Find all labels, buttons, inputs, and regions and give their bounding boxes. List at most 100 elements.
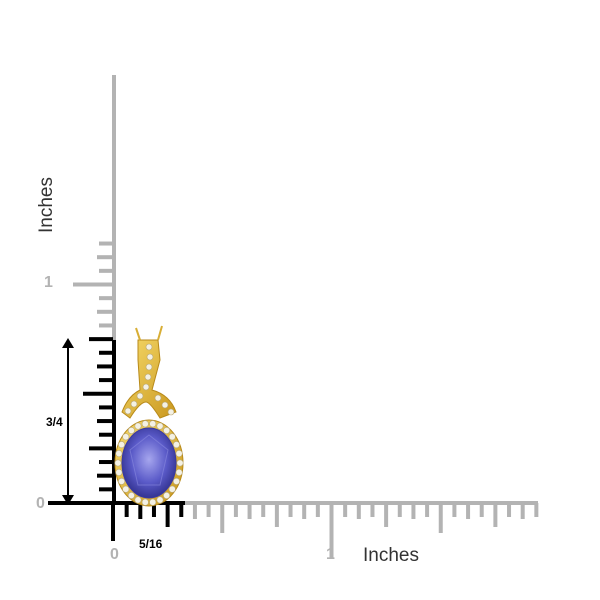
horizontal-tick xyxy=(302,503,307,519)
vertical-tick xyxy=(99,378,113,383)
horizontal-tick xyxy=(425,503,430,517)
diamond xyxy=(142,383,150,391)
diamond xyxy=(115,468,123,476)
vertical-tick xyxy=(97,419,113,424)
diamond xyxy=(115,450,123,458)
horizontal-label-1: 1 xyxy=(326,546,335,563)
vertical-tick xyxy=(73,282,113,287)
horizontal-tick xyxy=(397,503,402,517)
diamond xyxy=(122,485,130,493)
vertical-tick xyxy=(89,337,113,342)
vertical-tick xyxy=(99,460,113,465)
vertical-tick xyxy=(99,432,113,437)
diamond xyxy=(167,408,175,416)
horizontal-tick xyxy=(274,503,279,527)
vertical-tick xyxy=(83,391,113,396)
horizontal-ruler-spine xyxy=(113,501,538,505)
horizontal-tick xyxy=(124,503,129,517)
horizontal-unit-label: Inches xyxy=(363,545,419,566)
diamond xyxy=(141,420,149,428)
diamond xyxy=(156,496,164,504)
horizontal-tick xyxy=(384,503,389,527)
horizontal-tick xyxy=(452,503,457,517)
horizontal-tick xyxy=(438,503,443,533)
diamond xyxy=(118,441,126,449)
diamond xyxy=(134,422,142,430)
vertical-tick xyxy=(99,323,113,328)
vertical-measure-spine xyxy=(112,340,116,503)
diamond xyxy=(176,459,184,467)
horizontal-tick xyxy=(479,503,484,517)
diamond xyxy=(175,468,183,476)
vertical-tick xyxy=(99,405,113,410)
diamond xyxy=(161,401,169,409)
vertical-tick xyxy=(97,255,113,260)
vertical-tick xyxy=(89,446,113,451)
horizontal-tick xyxy=(493,503,498,527)
horizontal-tick xyxy=(329,503,334,558)
horizontal-tick xyxy=(233,503,238,517)
horizontal-tick xyxy=(356,503,361,519)
height-measurement: 3/4 xyxy=(46,415,63,429)
horizontal-tick xyxy=(507,503,512,517)
diamond xyxy=(156,422,164,430)
diamond xyxy=(124,407,132,415)
diamond xyxy=(134,496,142,504)
vertical-tick xyxy=(99,296,113,301)
horizontal-tick xyxy=(206,503,211,517)
baseline-extension xyxy=(48,501,113,505)
vertical-tick xyxy=(97,364,113,369)
diamond xyxy=(118,477,126,485)
diamond xyxy=(172,441,180,449)
horizontal-tick xyxy=(165,503,170,527)
vertical-tick xyxy=(99,350,113,355)
horizontal-tick xyxy=(220,503,225,533)
diamond xyxy=(114,459,122,467)
diamond xyxy=(172,477,180,485)
diamond xyxy=(145,343,153,351)
vertical-tick xyxy=(97,473,113,478)
diamond xyxy=(154,394,162,402)
diamond xyxy=(141,498,149,506)
diamond xyxy=(127,492,135,500)
diamond xyxy=(127,426,135,434)
vertical-tick xyxy=(99,241,113,246)
width-measurement: 5/16 xyxy=(139,537,163,551)
diamond xyxy=(163,426,171,434)
diamond xyxy=(144,373,152,381)
horizontal-tick xyxy=(315,503,320,517)
diamond xyxy=(175,450,183,458)
diamond xyxy=(149,498,157,506)
horizontal-tick xyxy=(466,503,471,519)
horizontal-tick xyxy=(179,503,184,517)
horizontal-tick xyxy=(411,503,416,519)
diamond xyxy=(163,492,171,500)
horizontal-tick xyxy=(151,503,156,517)
horizontal-tick xyxy=(247,503,252,519)
vertical-label-0: 0 xyxy=(36,495,45,512)
horizontal-tick xyxy=(111,503,115,541)
horizontal-tick xyxy=(261,503,266,517)
horizontal-tick xyxy=(520,503,525,519)
horizontal-tick xyxy=(534,503,539,517)
horizontal-tick xyxy=(192,503,197,519)
vertical-ruler-spine xyxy=(112,75,116,503)
horizontal-tick xyxy=(370,503,375,517)
diamond xyxy=(168,433,176,441)
vertical-tick xyxy=(99,268,113,273)
horizontal-tick xyxy=(288,503,293,517)
vertical-tick xyxy=(97,309,113,314)
diamond xyxy=(146,353,154,361)
gemstone xyxy=(121,427,177,499)
diamond xyxy=(145,363,153,371)
diamond xyxy=(122,433,130,441)
vertical-unit-label: Inches xyxy=(36,177,57,233)
diamond xyxy=(149,420,157,428)
vertical-label-1: 1 xyxy=(44,274,53,291)
diamond xyxy=(168,485,176,493)
horizontal-tick xyxy=(138,503,143,519)
horizontal-tick xyxy=(343,503,348,517)
vertical-tick xyxy=(99,487,113,492)
